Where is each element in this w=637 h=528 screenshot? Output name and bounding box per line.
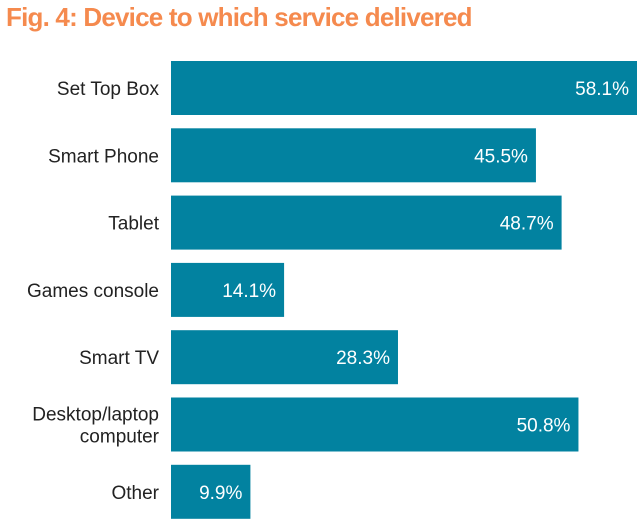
bar-4 [171,330,398,385]
category-label: Set Top Box [57,79,160,100]
bar-5 [171,397,579,452]
category-label: Desktop/laptop [32,405,159,426]
bar-2 [171,195,562,250]
bar-value-label: 50.8% [517,416,571,437]
bar-value-label: 58.1% [575,79,629,100]
chart-title: Fig. 4: Device to which service delivere… [6,2,473,32]
bar-value-label: 14.1% [222,281,276,302]
category-label: Other [111,483,159,504]
category-label: Tablet [108,214,159,235]
category-label: Smart Phone [48,146,159,167]
category-label: Games console [27,281,159,302]
bar-value-label: 48.7% [500,214,554,235]
bar-value-label: 28.3% [336,348,390,369]
bar-value-label: 9.9% [199,483,242,504]
category-label: Smart TV [79,348,159,369]
category-label: computer [80,427,160,448]
bar-value-label: 45.5% [474,146,528,167]
bar-1 [171,128,536,183]
bar-3 [171,262,285,317]
bar-6 [171,464,251,519]
bar-0 [171,61,637,115]
